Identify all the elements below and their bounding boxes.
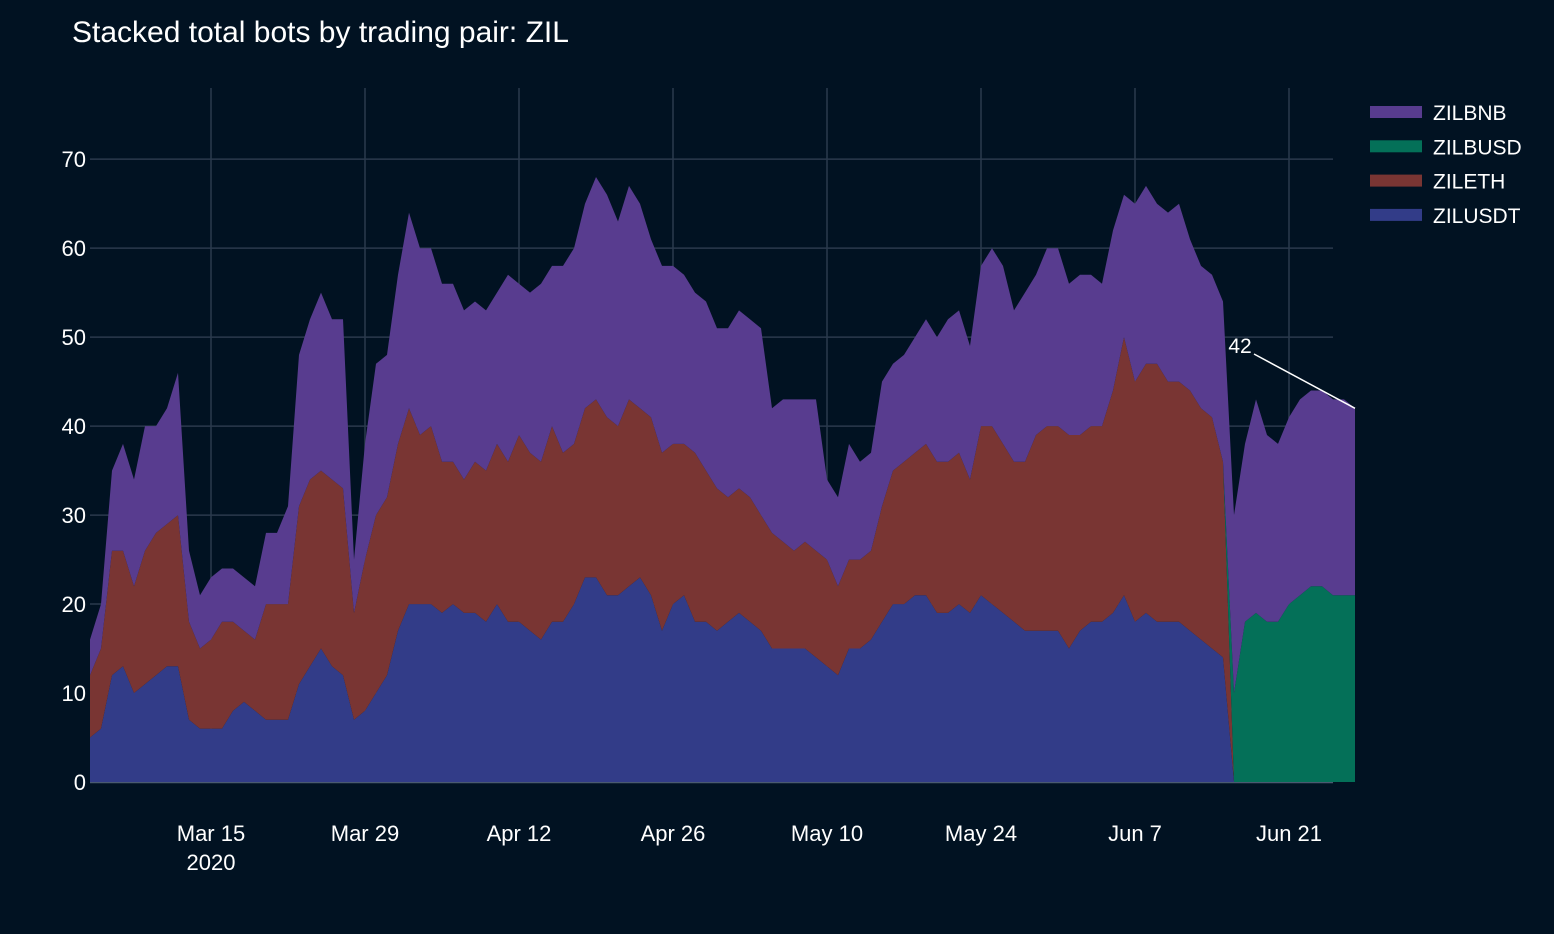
area-layer	[90, 177, 1355, 782]
legend-label: ZILETH	[1433, 171, 1505, 194]
legend-label: ZILBNB	[1433, 102, 1507, 125]
x-tick-label: Jun 7	[1108, 821, 1162, 846]
legend-item-zilbusd[interactable]: ZILBUSD	[1370, 136, 1522, 159]
legend-label: ZILBUSD	[1433, 136, 1522, 159]
area-zilusdt[interactable]	[90, 577, 1355, 782]
legend-swatch	[1370, 174, 1422, 187]
x-tick-label: Jun 21	[1256, 821, 1322, 846]
legend-item-zileth[interactable]: ZILETH	[1370, 171, 1505, 194]
legend-item-zilbnb[interactable]: ZILBNB	[1370, 102, 1507, 125]
x-tick-label: Apr 12	[487, 821, 552, 846]
y-tick-label: 70	[62, 147, 86, 172]
x-tick-label: May 10	[791, 821, 863, 846]
y-tick-label: 0	[74, 770, 86, 795]
annotation-label: 42	[1228, 335, 1251, 358]
x-tick-label: Apr 26	[641, 821, 706, 846]
x-tick-sublabel: 2020	[187, 850, 236, 875]
y-tick-label: 40	[62, 414, 86, 439]
x-tick-label: May 24	[945, 821, 1017, 846]
legend-swatch	[1370, 208, 1422, 221]
chart-title: Stacked total bots by trading pair: ZIL	[72, 16, 569, 49]
area-zilbnb[interactable]	[90, 177, 1355, 693]
legend-swatch	[1370, 106, 1422, 118]
area-zileth[interactable]	[90, 337, 1355, 782]
y-tick-label: 50	[62, 325, 86, 350]
x-tick-label: Mar 29	[331, 821, 399, 846]
y-tick-label: 30	[62, 503, 86, 528]
annotation-arrow	[1253, 353, 1356, 409]
y-tick-label: 60	[62, 236, 86, 261]
y-tick-label: 10	[62, 681, 86, 706]
x-tick-label: Mar 15	[177, 821, 245, 846]
legend-swatch	[1370, 140, 1422, 153]
legend[interactable]: ZILBNB ZILBUSD ZILETH ZILUSDT	[1370, 102, 1522, 228]
y-tick-label: 20	[62, 592, 86, 617]
annotation-layer: 42	[1228, 335, 1356, 409]
legend-item-zilusdt[interactable]: ZILUSDT	[1370, 205, 1521, 228]
legend-label: ZILUSDT	[1433, 205, 1521, 228]
axis-layer: 0 10 20 30 40 50 60 70 Mar 15 2020 Mar 29 Apr 12 Apr…	[62, 147, 1323, 875]
